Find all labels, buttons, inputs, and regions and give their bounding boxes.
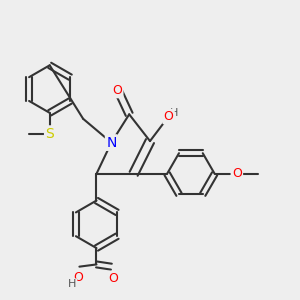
Text: O: O <box>108 272 118 285</box>
Text: H: H <box>169 108 178 118</box>
Text: S: S <box>45 127 54 141</box>
Text: H: H <box>68 280 76 290</box>
Text: O: O <box>112 84 122 97</box>
Text: O: O <box>164 110 173 123</box>
Text: N: N <box>106 136 116 150</box>
Text: O: O <box>232 167 242 180</box>
Text: O: O <box>73 271 83 284</box>
